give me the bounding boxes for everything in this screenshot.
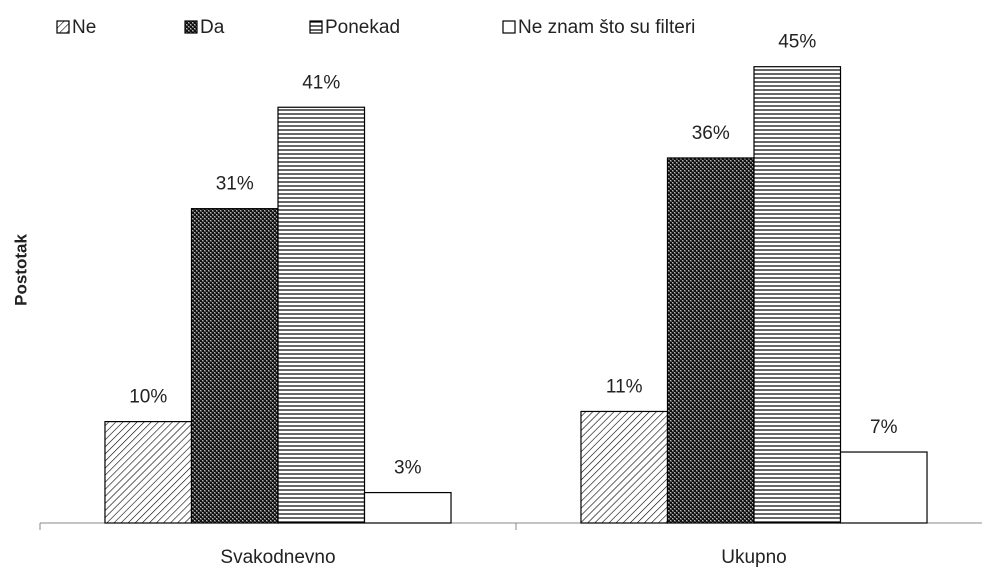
legend-label: Da (200, 17, 225, 38)
legend-swatch (56, 20, 70, 34)
bar (277, 106, 366, 524)
legend-label: Ponekad (325, 17, 400, 38)
value-label: 45% (778, 32, 816, 53)
legend-swatch (502, 20, 516, 34)
value-label: 31% (216, 174, 254, 195)
value-label: 7% (870, 417, 898, 438)
y-axis-label: Postotak (11, 234, 30, 306)
bar (580, 410, 669, 524)
bar (104, 421, 193, 524)
value-label: 36% (692, 123, 730, 144)
bar (363, 491, 452, 524)
legend-label: Ne znam što su filteri (518, 17, 695, 38)
value-label: 3% (394, 458, 422, 479)
bar (839, 451, 928, 524)
x-tick-label: Ukupno (721, 547, 787, 568)
bar (753, 66, 842, 524)
x-tick-label: Svakodnevno (220, 547, 335, 568)
bar (190, 208, 279, 524)
legend-swatch (309, 20, 323, 34)
value-label: 10% (129, 387, 167, 408)
legend-swatch (184, 20, 198, 34)
value-label: 41% (302, 72, 340, 93)
bar (666, 157, 755, 524)
value-label: 11% (606, 376, 643, 397)
legend-label: Ne (72, 17, 96, 38)
